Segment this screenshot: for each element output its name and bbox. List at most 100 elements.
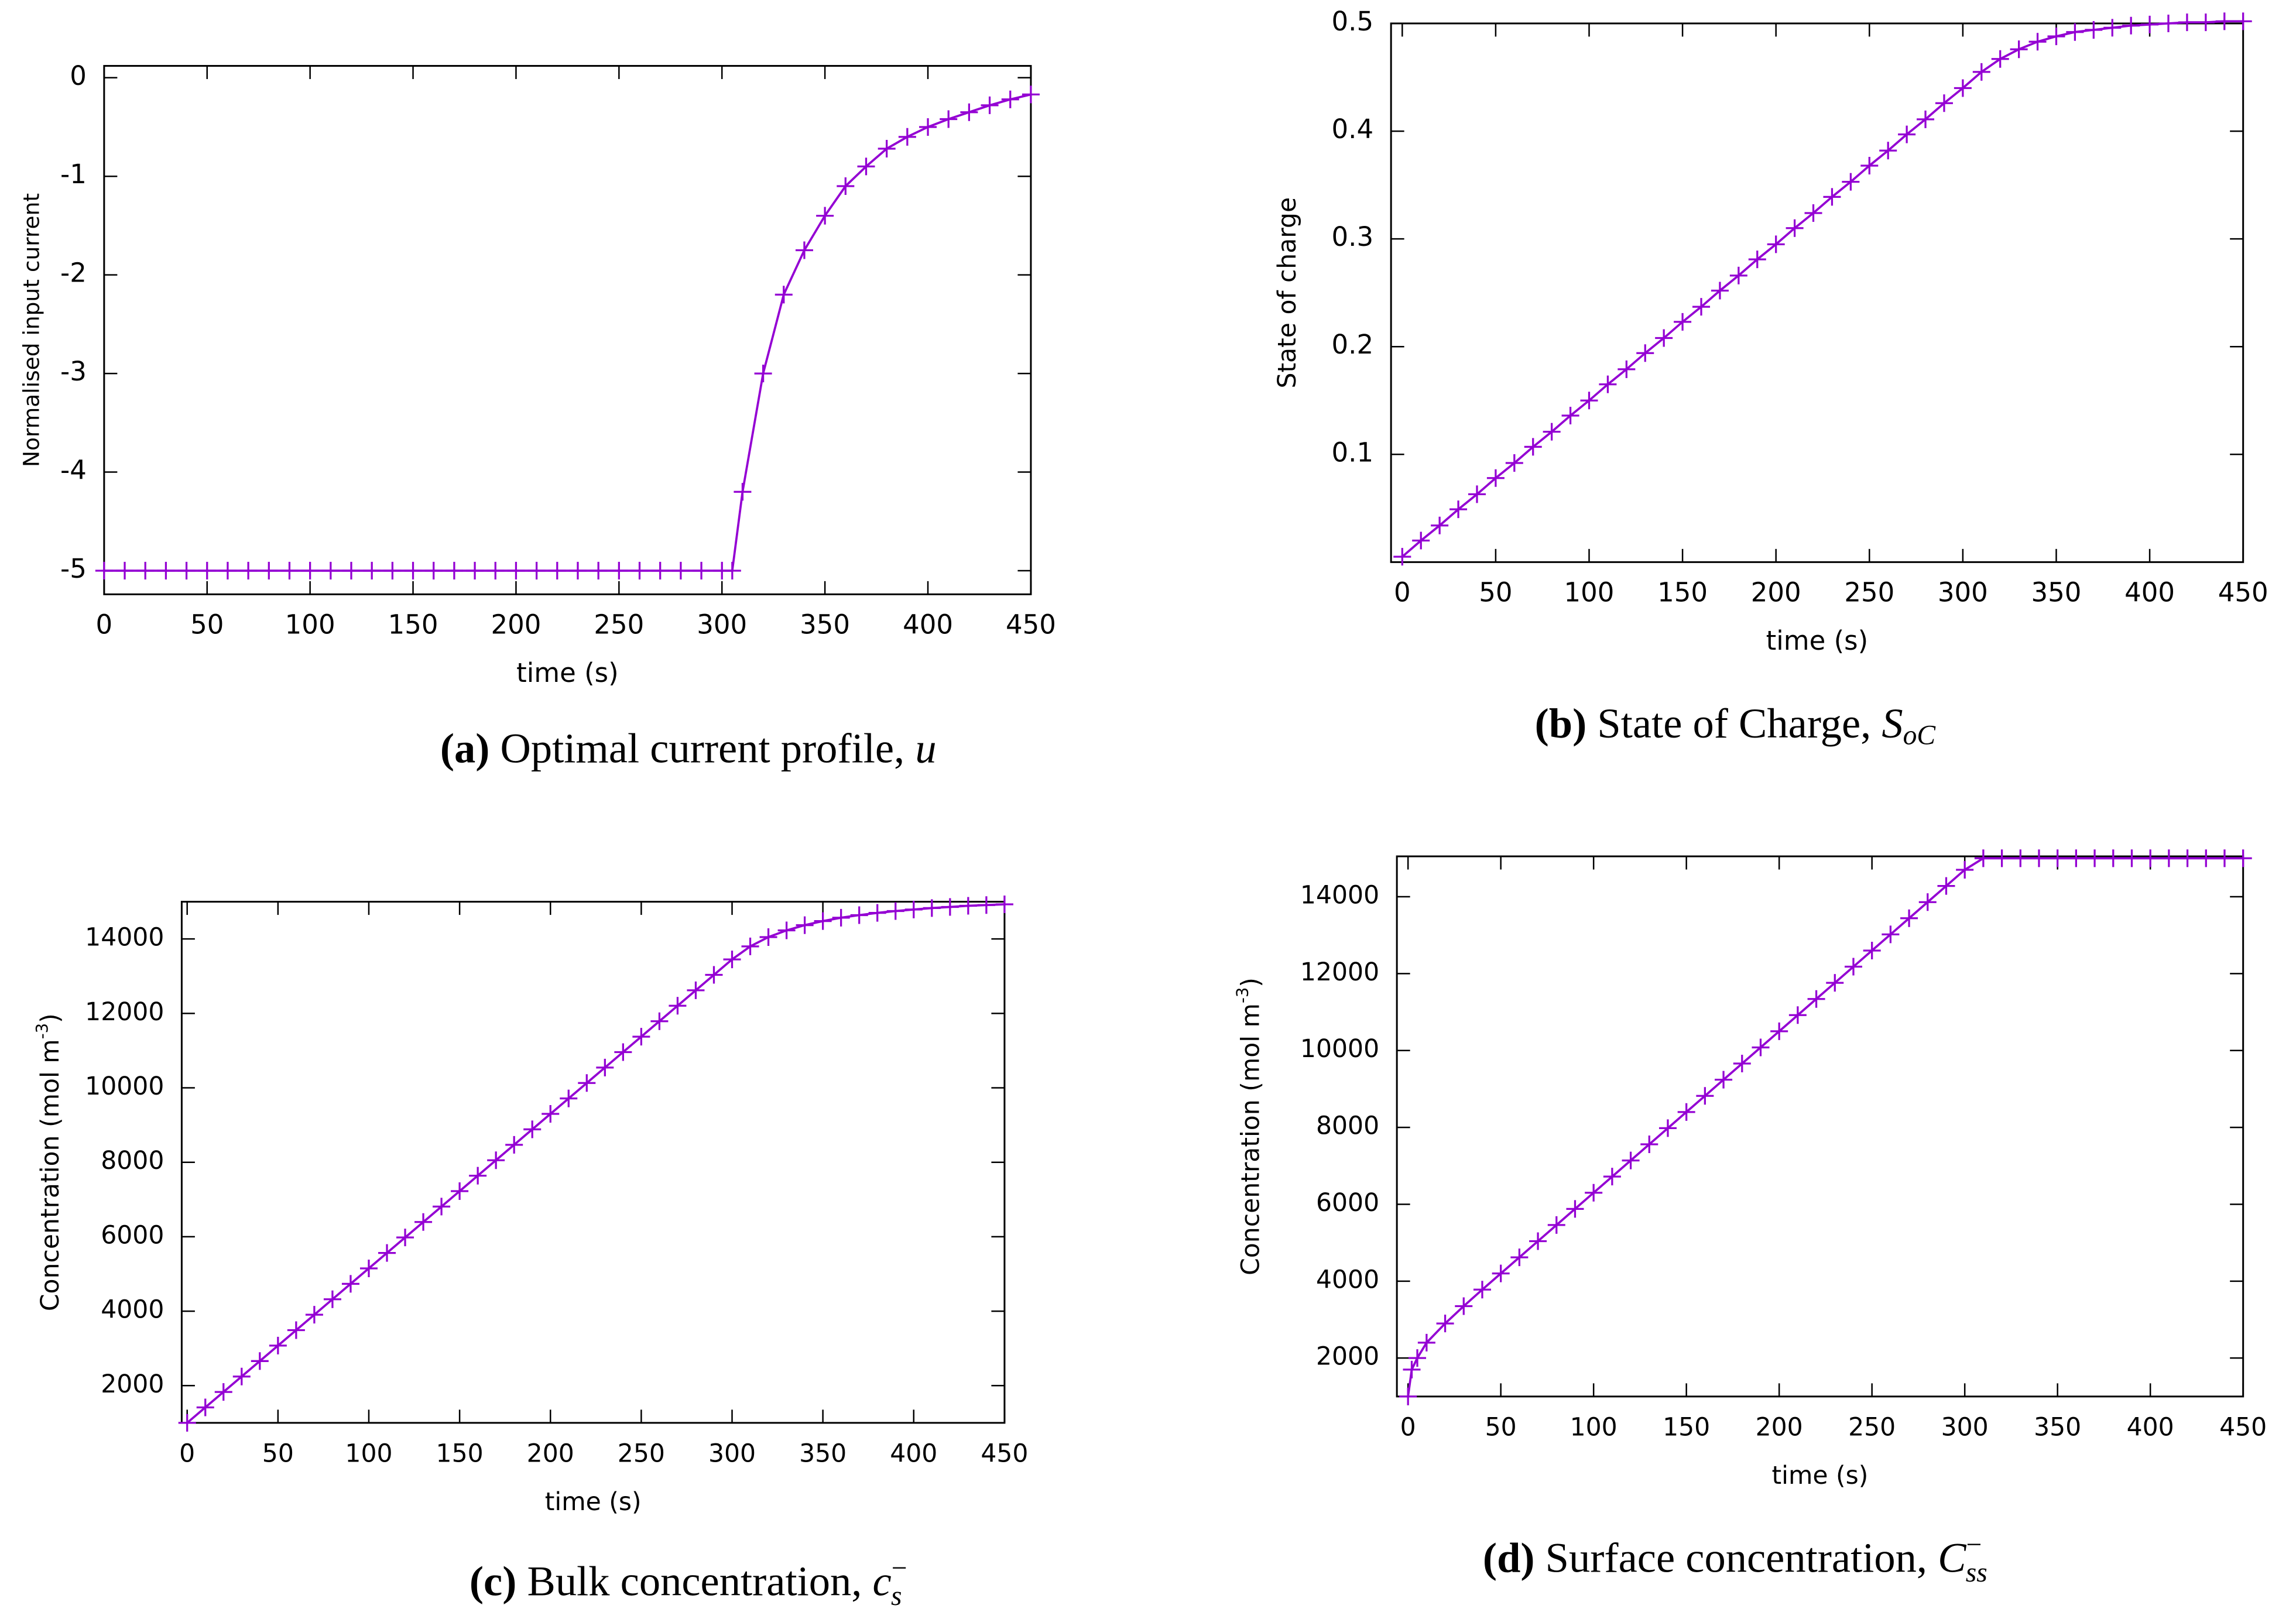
x-tick-label: 350 (2034, 1413, 2081, 1442)
point-marker (1543, 423, 1561, 441)
point-marker (157, 561, 175, 579)
point-marker (548, 561, 566, 579)
y-tick-label: 0.3 (1332, 221, 1374, 252)
point-marker (1972, 63, 1990, 81)
y-tick-label: 4000 (101, 1296, 164, 1325)
point-marker (1393, 548, 1411, 566)
series-line (1407, 857, 2243, 1397)
point-marker (1823, 188, 1841, 206)
caption-text: State of Charge, (1586, 699, 1882, 747)
point-marker (1640, 1135, 1658, 1153)
point-marker (1524, 438, 1542, 456)
point-marker (2047, 28, 2065, 46)
point-marker (2234, 12, 2252, 30)
point-marker (1431, 516, 1449, 534)
plot-frame (1390, 22, 2244, 563)
x-tick-label: 0 (1394, 577, 1411, 608)
point-marker (814, 912, 832, 930)
point-marker (363, 561, 381, 579)
point-marker (1566, 1200, 1584, 1218)
point-marker (280, 561, 299, 579)
point-marker (1974, 849, 1992, 867)
caption-symbol: c (873, 1557, 892, 1604)
x-tick-label: 350 (2031, 577, 2082, 608)
point-marker (671, 561, 690, 579)
point-marker (777, 921, 796, 939)
point-marker (2030, 849, 2048, 867)
point-marker (1468, 485, 1486, 503)
x-tick-label: 300 (1938, 577, 1988, 608)
plot-frame (103, 65, 1032, 595)
x-tick-label: 150 (436, 1439, 484, 1468)
point-marker (1399, 1387, 1417, 1405)
caption: (a) Optimal current profile, u (440, 724, 937, 771)
x-tick-label: 300 (1941, 1413, 1989, 1442)
point-marker (2178, 849, 2196, 867)
x-tick-label: 100 (1564, 577, 1615, 608)
point-marker (2215, 12, 2233, 30)
point-marker (260, 561, 278, 579)
y-axis-label: Concentration (mol m-3) (1233, 977, 1266, 1275)
point-marker (1993, 849, 2011, 867)
y-tick-label: 0.1 (1332, 437, 1374, 468)
point-marker (705, 966, 723, 984)
point-marker (2160, 849, 2178, 867)
point-marker (2123, 849, 2141, 867)
point-marker (116, 561, 134, 579)
point-marker (1510, 1248, 1529, 1267)
caption-label: (d) (1483, 1534, 1535, 1581)
x-tick-label: 200 (1751, 577, 1801, 608)
point-marker (2234, 849, 2252, 867)
caption: (c) Bulk concentration, c− s (470, 1553, 907, 1611)
point-marker (178, 1414, 196, 1432)
y-axis-label-text: Concentration (mol m (1236, 1003, 1265, 1275)
x-tick-label: 150 (1663, 1413, 1710, 1442)
point-marker (1529, 1232, 1547, 1250)
y-tick-label: 2000 (101, 1370, 164, 1399)
point-marker (1807, 990, 1825, 1008)
point-marker (878, 140, 896, 158)
point-marker (1655, 329, 1673, 347)
y-tick-label: 0 (70, 60, 87, 91)
point-marker (466, 561, 484, 579)
point-marker (383, 561, 402, 579)
point-marker (1022, 85, 1040, 104)
point-marker (1991, 50, 2009, 68)
y-tick-label: 4000 (1316, 1265, 1379, 1294)
point-marker (1001, 90, 1019, 108)
point-marker (2159, 15, 2178, 33)
point-marker (723, 561, 741, 579)
y-tick-label: -5 (60, 553, 87, 584)
y-axis-label-sup: -3 (1233, 987, 1252, 1003)
point-marker (1770, 1022, 1788, 1040)
point-marker (424, 561, 443, 579)
caption-text: Optimal current profile, (489, 724, 915, 771)
y-axis-label: Normalised input current (18, 193, 44, 467)
point-marker (1561, 407, 1579, 425)
point-marker (414, 1213, 433, 1231)
point-marker (1473, 1281, 1491, 1299)
x-tick-label: 400 (903, 609, 953, 640)
point-marker (505, 1136, 523, 1154)
x-tick-label: 450 (1006, 609, 1056, 640)
point-marker (832, 908, 850, 927)
point-marker (837, 177, 855, 195)
point-marker (542, 1105, 560, 1123)
point-marker (850, 906, 868, 924)
y-axis-label-text: Normalised input current (18, 193, 44, 467)
point-marker (1956, 861, 1974, 879)
x-tick-label: 0 (96, 609, 113, 640)
x-tick-label: 250 (1844, 577, 1894, 608)
caption: (b) State of Charge, SoC (1535, 699, 1937, 751)
point-marker (269, 1336, 287, 1354)
point-marker (378, 1244, 396, 1262)
point-marker (2197, 849, 2215, 867)
point-marker (904, 900, 923, 918)
point-marker (2104, 849, 2122, 867)
x-axis-label: time (s) (545, 1488, 642, 1517)
caption-symbol: S (1882, 699, 1903, 747)
y-tick-label: -1 (60, 159, 87, 190)
y-tick-label: -3 (60, 356, 87, 387)
y-axis-label-text: Concentration (mol m (36, 1039, 64, 1311)
point-marker (886, 902, 904, 920)
